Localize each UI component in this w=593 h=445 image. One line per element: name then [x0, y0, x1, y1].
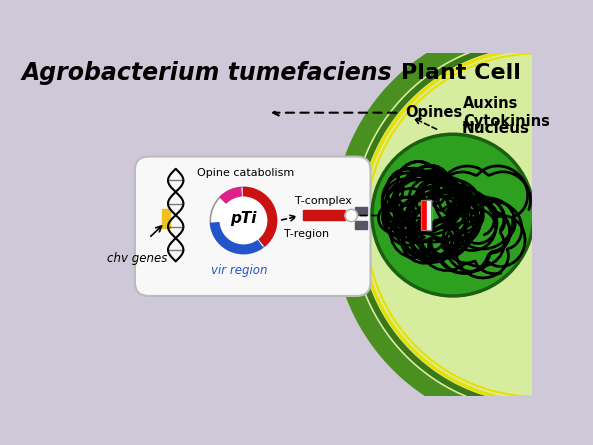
Text: pTi: pTi	[230, 210, 257, 226]
Text: Opine catabolism: Opine catabolism	[197, 168, 294, 178]
Bar	[303, 210, 345, 220]
Bar	[162, 209, 170, 228]
Bar	[420, 200, 428, 231]
Circle shape	[211, 187, 276, 254]
Wedge shape	[347, 35, 554, 415]
Bar	[428, 200, 431, 231]
Text: Agrobacterium tumefaciens: Agrobacterium tumefaciens	[21, 61, 392, 85]
Bar	[355, 207, 368, 215]
Circle shape	[345, 209, 358, 222]
Circle shape	[372, 134, 534, 296]
Text: Nucleus: Nucleus	[461, 121, 530, 136]
Bar	[420, 200, 431, 231]
Text: vir region: vir region	[211, 264, 268, 277]
Wedge shape	[244, 187, 276, 246]
Text: T-complex: T-complex	[295, 196, 352, 206]
FancyBboxPatch shape	[135, 157, 371, 296]
Text: Plant Cell: Plant Cell	[401, 63, 521, 83]
Bar	[355, 221, 368, 229]
Polygon shape	[353, 41, 550, 409]
Text: chv genes: chv genes	[107, 252, 167, 266]
Polygon shape	[333, 21, 556, 429]
Wedge shape	[211, 222, 263, 254]
Wedge shape	[220, 187, 241, 203]
Text: Opines: Opines	[405, 105, 463, 120]
Text: Auxins
Cytokinins: Auxins Cytokinins	[463, 97, 550, 129]
Text: T-region: T-region	[283, 229, 329, 239]
Bar	[538, 53, 593, 396]
